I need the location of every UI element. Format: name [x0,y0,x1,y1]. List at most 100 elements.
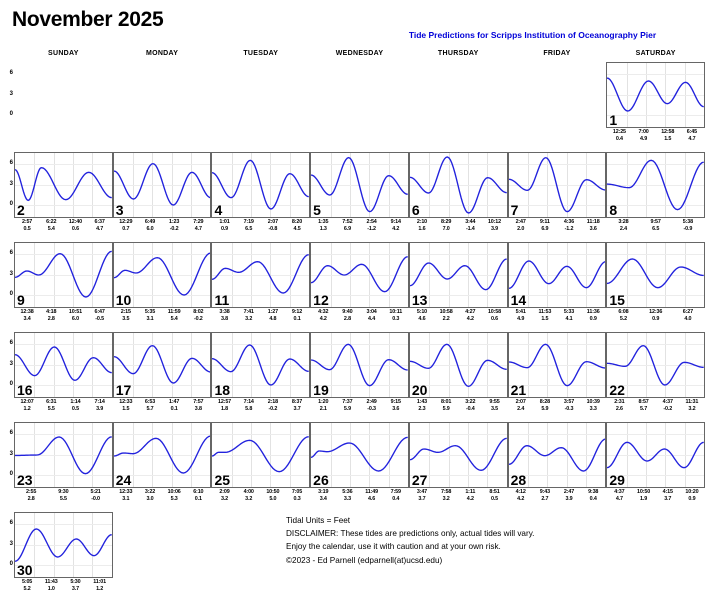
calendar-day-cell[interactable]: 3 12:29 0.7 6:49 6.0 1:23 -0.2 7:29 4.7 [112,152,212,240]
tide-time: 12:25 [612,129,626,135]
tide-time: 9:12 [291,309,303,315]
calendar-day-cell[interactable]: 25 2:09 3.2 4:00 3.2 10:50 5.0 7:05 0.3 [211,422,311,510]
tide-height: 0.1 [194,496,202,503]
chart-gridline-horizontal [508,164,606,165]
tide-time: 7:57 [193,399,204,405]
tide-chart-box: 29 [606,422,706,488]
calendar-day-cell[interactable]: 5 1:35 1.3 7:52 6.9 2:54 -1.2 9:14 4.2 [310,152,409,240]
calendar-day-cell[interactable]: 13 5:10 4.6 10:58 2.2 4:27 4.2 10:58 0.6 [408,242,508,330]
calendar-day-cell[interactable]: 21 2:07 2.4 8:28 5.9 3:57 -0.3 10:39 3.3 [507,332,607,420]
calendar-day-cell[interactable]: 16 12:07 1.2 6:31 5.5 1:14 0.5 7:14 3.9 [14,332,113,420]
tide-height: -0.3 [367,406,376,413]
tide-height: 5.3 [170,496,178,503]
tide-height: 4.0 [684,316,692,323]
tide-height: -1.4 [465,226,475,233]
calendar-day-cell[interactable]: 24 12:33 3.1 3:22 3.0 10:06 5.3 6:10 0.1 [112,422,212,510]
tide-label: 12:33 1.5 [114,399,138,419]
chart-gridline-horizontal [311,385,408,387]
chart-gridline-horizontal [113,254,211,255]
day-number: 17 [115,382,132,398]
chart-gridline-horizontal [409,344,507,345]
y-axis: 6 3 0 [0,422,14,488]
calendar-day-cell[interactable]: 29 4:37 4.7 10:50 1.9 4:15 3.7 10:20 0.9 [606,422,706,510]
tide-chart-box: 30 [14,512,113,578]
tide-chart-box: 21 [507,332,607,398]
tide-label: 3:19 3.4 [311,489,335,509]
day-number: 25 [214,472,231,488]
calendar-day-cell[interactable]: 20 1:43 2.3 8:01 5.9 3:22 -0.4 9:55 3.5 [408,332,508,420]
calendar-day-cell[interactable]: 15 6:08 5.2 12:36 0.9 6:27 4.0 [606,242,706,330]
tide-time: 2:10 [416,219,428,225]
tide-label-strip: 12:33 3.1 3:22 3.0 10:06 5.3 6:10 0.1 [113,489,212,509]
tide-label: 11:01 1.2 [88,579,112,599]
calendar-day-cell[interactable]: 10 2:15 3.5 5:35 3.1 11:59 5.4 8:02 -0.2 [112,242,212,330]
calendar-day-cell[interactable]: 4 1:01 0.9 7:19 6.5 2:07 -0.8 8:20 4.5 [211,152,311,240]
tide-label-strip: 5:05 5.2 11:43 1.0 5:30 3.7 11:01 1.2 [14,579,113,599]
tide-label: 2:10 1.6 [410,219,434,239]
calendar-day-cell[interactable]: 8 3:28 2.4 9:57 6.5 5:38 -0.9 [606,152,706,240]
tide-height: 2.4 [619,226,627,233]
tide-time: 1:23 [169,219,180,225]
chart-gridline-horizontal [113,454,211,456]
tide-time: 10:06 [167,489,181,495]
calendar-day-cell[interactable]: 9 12:38 3.4 4:18 2.8 10:51 6.0 6:47 -0.5 [14,242,113,330]
tide-label: 7:37 5.9 [335,399,359,419]
tide-chart-box: 20 [408,332,508,398]
tide-height: 0.5 [490,496,498,503]
tide-time: 8:29 [441,219,452,225]
calendar-day-cell[interactable]: 12 4:32 4.2 9:40 2.8 3:04 4.4 10:11 0.3 [310,242,409,330]
calendar-day-cell[interactable]: 7 2:47 2.0 9:11 6.9 4:36 -1.2 11:18 3.6 [507,152,607,240]
calendar-day-cell[interactable]: 26 3:19 3.4 5:36 3.3 11:49 4.6 7:59 0.4 [310,422,409,510]
tide-label: 10:20 0.9 [680,489,704,509]
calendar-day-cell[interactable]: 14 5:41 4.9 11:53 1.5 5:33 4.1 11:36 0.9 [507,242,607,330]
tide-time: 9:40 [342,309,353,315]
tide-time: 4:12 [515,489,526,495]
weekday-header-monday: MONDAY [145,50,179,57]
tide-time: 1:20 [318,399,329,405]
chart-gridline-horizontal [212,385,310,387]
calendar-day-cell[interactable]: 18 12:57 1.8 7:14 5.8 2:18 -0.2 8:37 3.7 [211,332,311,420]
tide-height: 0.3 [392,316,400,323]
chart-gridline-horizontal [212,254,310,255]
calendar-day-cell[interactable]: 30 5:05 5.2 11:43 1.0 5:30 3.7 11:01 1.2 [14,512,113,600]
tide-label: 7:57 3.8 [186,399,210,419]
calendar-day-cell[interactable]: 19 1:20 2.1 7:37 5.9 2:49 -0.3 9:15 3.6 [310,332,409,420]
calendar-day-cell[interactable]: 27 3:47 3.7 7:58 3.2 1:11 4.2 8:51 0.5 [408,422,508,510]
y-axis-tick-label: 3 [9,180,13,187]
tide-label: 2:15 3.5 [114,309,138,329]
tide-height: 3.2 [442,496,450,503]
calendar-day-cell[interactable]: 2 2:57 0.5 6:22 5.4 12:40 0.6 6:37 4.7 [14,152,113,240]
tide-label: 7:58 3.2 [434,489,458,509]
tide-label-strip: 2:07 2.4 8:28 5.9 3:57 -0.3 10:39 3.3 [508,399,607,419]
tide-curve [113,344,211,384]
tide-time: 7:52 [342,219,353,225]
tide-height: 3.9 [565,496,573,503]
tide-time: 6:45 [686,129,697,135]
tide-label: 5:21 -0.0 [79,489,111,509]
tide-label: 1:43 2.3 [410,399,434,419]
calendar-day-cell-empty [113,62,212,150]
tide-label: 12:36 0.9 [640,309,672,329]
calendar-day-cell-empty [211,62,310,150]
calendar-week-row: 23 2:55 2.8 9:30 5.5 5:21 -0.0 24 12:33 3.1 3:22 3.… [10,422,706,510]
calendar-day-cell[interactable]: 17 12:33 1.5 6:53 5.7 1:47 0.1 7:57 3.8 [112,332,212,420]
day-number: 20 [411,382,428,398]
tide-label: 9:14 4.2 [384,219,408,239]
calendar-day-cell[interactable]: 11 3:38 3.8 7:41 3.2 1:27 4.8 9:12 0.1 [211,242,311,330]
day-number: 10 [115,292,132,308]
tide-height: 4.7 [688,136,696,143]
tide-label: 8:20 4.5 [285,219,309,239]
tide-height: 2.0 [517,226,525,233]
tide-time: 2:09 [219,489,230,495]
tide-time: 8:37 [291,399,303,405]
calendar-day-cell[interactable]: 23 2:55 2.8 9:30 5.5 5:21 -0.0 [14,422,113,510]
calendar-day-cell[interactable]: 28 4:12 4.2 9:43 2.7 2:47 3.9 9:38 0.4 [507,422,607,510]
calendar-day-cell[interactable]: 1 12:25 0.4 7:00 4.9 12:58 1.5 6:45 4.7 [606,62,706,150]
calendar-week-row: 9 12:38 3.4 4:18 2.8 10:51 6.0 6:47 -0.5 10 2:15 3.… [10,242,706,330]
calendar-day-cell[interactable]: 22 2:31 2.6 8:57 5.7 4:37 -0.2 11:31 3.2 [606,332,706,420]
chart-gridline-horizontal [113,205,211,207]
tide-curve [607,77,705,112]
calendar-day-cell[interactable]: 6 2:10 1.6 8:29 7.0 3:44 -1.4 10:12 3.9 [408,152,508,240]
tide-curve [15,250,112,298]
chart-gridline-horizontal [508,434,606,435]
